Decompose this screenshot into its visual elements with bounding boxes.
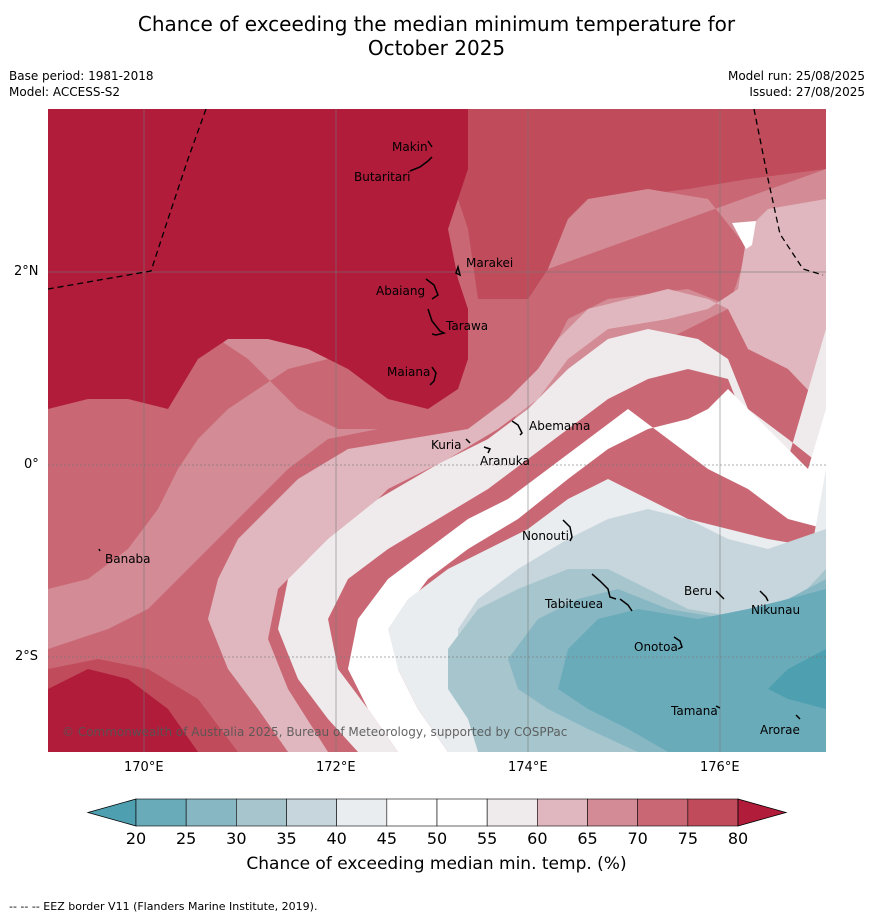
island-tamana [715, 705, 721, 709]
zone-white-patch [732, 221, 756, 249]
island-makin [427, 140, 433, 148]
colorbar-segment-55 [486, 798, 538, 827]
label-arorae: Arorae [760, 723, 800, 737]
islands [98, 140, 801, 720]
colorbar [86, 798, 788, 827]
island-nikunau [759, 590, 769, 602]
colorbar-segment-25 [185, 798, 237, 827]
colorbar-segment-75 [687, 798, 739, 827]
label-maiana: Maiana [387, 365, 430, 379]
label-marakei: Marakei [466, 256, 513, 270]
colorbar-tick-55: 55 [476, 829, 498, 848]
label-nikunau: Nikunau [751, 603, 800, 617]
colorbar-segment-70 [637, 798, 689, 827]
zone-above-80-north [48, 109, 468, 409]
label-nonouti: Nonouti [522, 529, 569, 543]
label-tabiteuea: Tabiteuea [544, 597, 603, 611]
colorbar-segment-65 [587, 798, 638, 827]
island-onotoa [673, 636, 683, 650]
colorbar-tick-35: 35 [276, 829, 297, 848]
island-aranuka [483, 446, 492, 454]
lon-tick-174: 174°E [508, 760, 548, 775]
label-beru: Beru [684, 584, 712, 598]
colorbar-tick-40: 40 [326, 829, 347, 848]
zone-20-25 [558, 589, 826, 752]
island-maiana [429, 366, 437, 386]
zone-below-20 [768, 649, 826, 709]
island-nonouti [562, 519, 573, 542]
eez-border-west [48, 109, 207, 290]
lat-tick-2n: 2°N [14, 264, 39, 279]
grid-lines [48, 109, 826, 752]
island-butaritari [409, 156, 433, 172]
label-onotoa: Onotoa [634, 640, 678, 654]
lon-tick-172: 172°E [316, 760, 356, 775]
island-beru [715, 590, 725, 600]
label-aranuka: Aranuka [480, 454, 530, 468]
issued-date: Issued: 27/08/2025 [749, 85, 865, 99]
colorbar-segment-40 [336, 798, 388, 827]
label-makin: Makin [392, 140, 428, 154]
colorbar-tick-60: 60 [527, 829, 548, 848]
label-tamana: Tamana [670, 704, 718, 718]
colorbar-tick-70: 70 [627, 829, 648, 848]
copyright-notice: © Commonwealth of Australia 2025, Bureau… [62, 725, 567, 739]
zone-55-60 [278, 329, 826, 752]
colorbar-tick-20: 20 [125, 829, 147, 848]
colorbar-tick-65: 65 [577, 829, 598, 848]
label-tarawa: Tarawa [445, 319, 488, 333]
zone-45-55 [348, 389, 826, 752]
lat-tick-0: 0° [24, 457, 39, 472]
island-banaba [98, 548, 101, 552]
colorbar-tick-80: 80 [727, 829, 749, 848]
island-arorae [795, 714, 801, 720]
eez-borders [48, 109, 824, 290]
colorbar-under-arrow [86, 798, 137, 827]
base-period: Base period: 1981-2018 [9, 69, 154, 83]
colorbar-segment-30 [236, 798, 287, 827]
colorbar-tick-25: 25 [175, 829, 197, 848]
colorbar-title: Chance of exceeding median min. temp. (%… [246, 854, 627, 874]
colorbar-tick-50: 50 [426, 829, 448, 848]
lat-tick-2s: 2°S [15, 649, 39, 664]
colorbar-tick-75: 75 [677, 829, 698, 848]
label-kuria: Kuria [431, 438, 462, 452]
label-abemama: Abemama [529, 419, 590, 433]
map-panel: Makin Butaritari Marakei Abaiang Tarawa … [48, 109, 826, 752]
colorbar-segment-45 [386, 798, 438, 827]
meta-right: Model run: 25/08/2025 Issued: 27/08/2025 [728, 68, 865, 100]
colorbar-tick-45: 45 [376, 829, 397, 848]
island-abaiang [425, 278, 439, 300]
zone-75-80-north [448, 109, 826, 299]
island-abemama [511, 420, 523, 436]
model-name: Model: ACCESS-S2 [9, 85, 121, 99]
zone-above-80-south [48, 669, 198, 752]
model-run: Model run: 25/08/2025 [727, 69, 865, 83]
island-labels: Makin Butaritari Marakei Abaiang Tarawa … [105, 140, 800, 737]
label-abaiang: Abaiang [376, 284, 425, 298]
island-tarawa [427, 308, 447, 336]
lon-tick-176: 176°E [700, 760, 740, 775]
colorbar-segment-35 [286, 798, 337, 827]
island-tabiteuea [591, 573, 633, 612]
meta-left: Base period: 1981-2018 Model: ACCESS-S2 [9, 68, 154, 100]
label-butaritari: Butaritari [354, 170, 411, 184]
colorbar-segment-50 [436, 798, 488, 827]
title-line-1: Chance of exceeding the median minimum t… [137, 12, 736, 36]
colorbar-segment-60 [537, 798, 588, 827]
colorbar-over-arrow [737, 798, 788, 827]
zone-60-65 [208, 199, 826, 752]
island-marakei [455, 264, 462, 277]
chart-title: Chance of exceeding the median minimum t… [0, 12, 873, 60]
colorbar-segment-20 [135, 798, 187, 827]
title-line-2: October 2025 [367, 36, 506, 60]
colorbar-tick-30: 30 [226, 829, 247, 848]
label-banaba: Banaba [105, 552, 151, 566]
island-kuria [465, 438, 471, 444]
lon-tick-170: 170°E [124, 760, 164, 775]
eez-footnote: -- -- -- EEZ border V11 (Flanders Marine… [9, 900, 318, 913]
